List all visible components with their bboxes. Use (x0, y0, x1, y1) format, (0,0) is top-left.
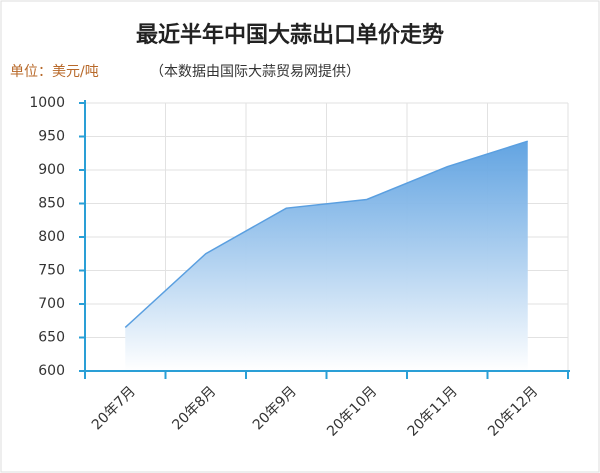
unit-label: 单位：美元/吨 (10, 64, 99, 80)
y-tick-label: 900 (38, 162, 65, 178)
y-tick-label: 950 (38, 129, 65, 145)
y-tick-label: 1000 (29, 95, 65, 111)
chart-title: 最近半年中国大蒜出口单价走势 (136, 22, 444, 48)
area (125, 141, 528, 371)
y-tick-label: 800 (38, 229, 65, 245)
line (124, 140, 528, 329)
subtitle: （本数据由国际大蒜贸易网提供） (150, 64, 360, 80)
y-tick-label: 650 (38, 330, 65, 346)
y-tick-label: 750 (38, 263, 65, 279)
y-tick-label: 850 (38, 196, 65, 212)
y-tick-label: 600 (38, 363, 65, 379)
y-tick-label: 700 (38, 296, 65, 312)
